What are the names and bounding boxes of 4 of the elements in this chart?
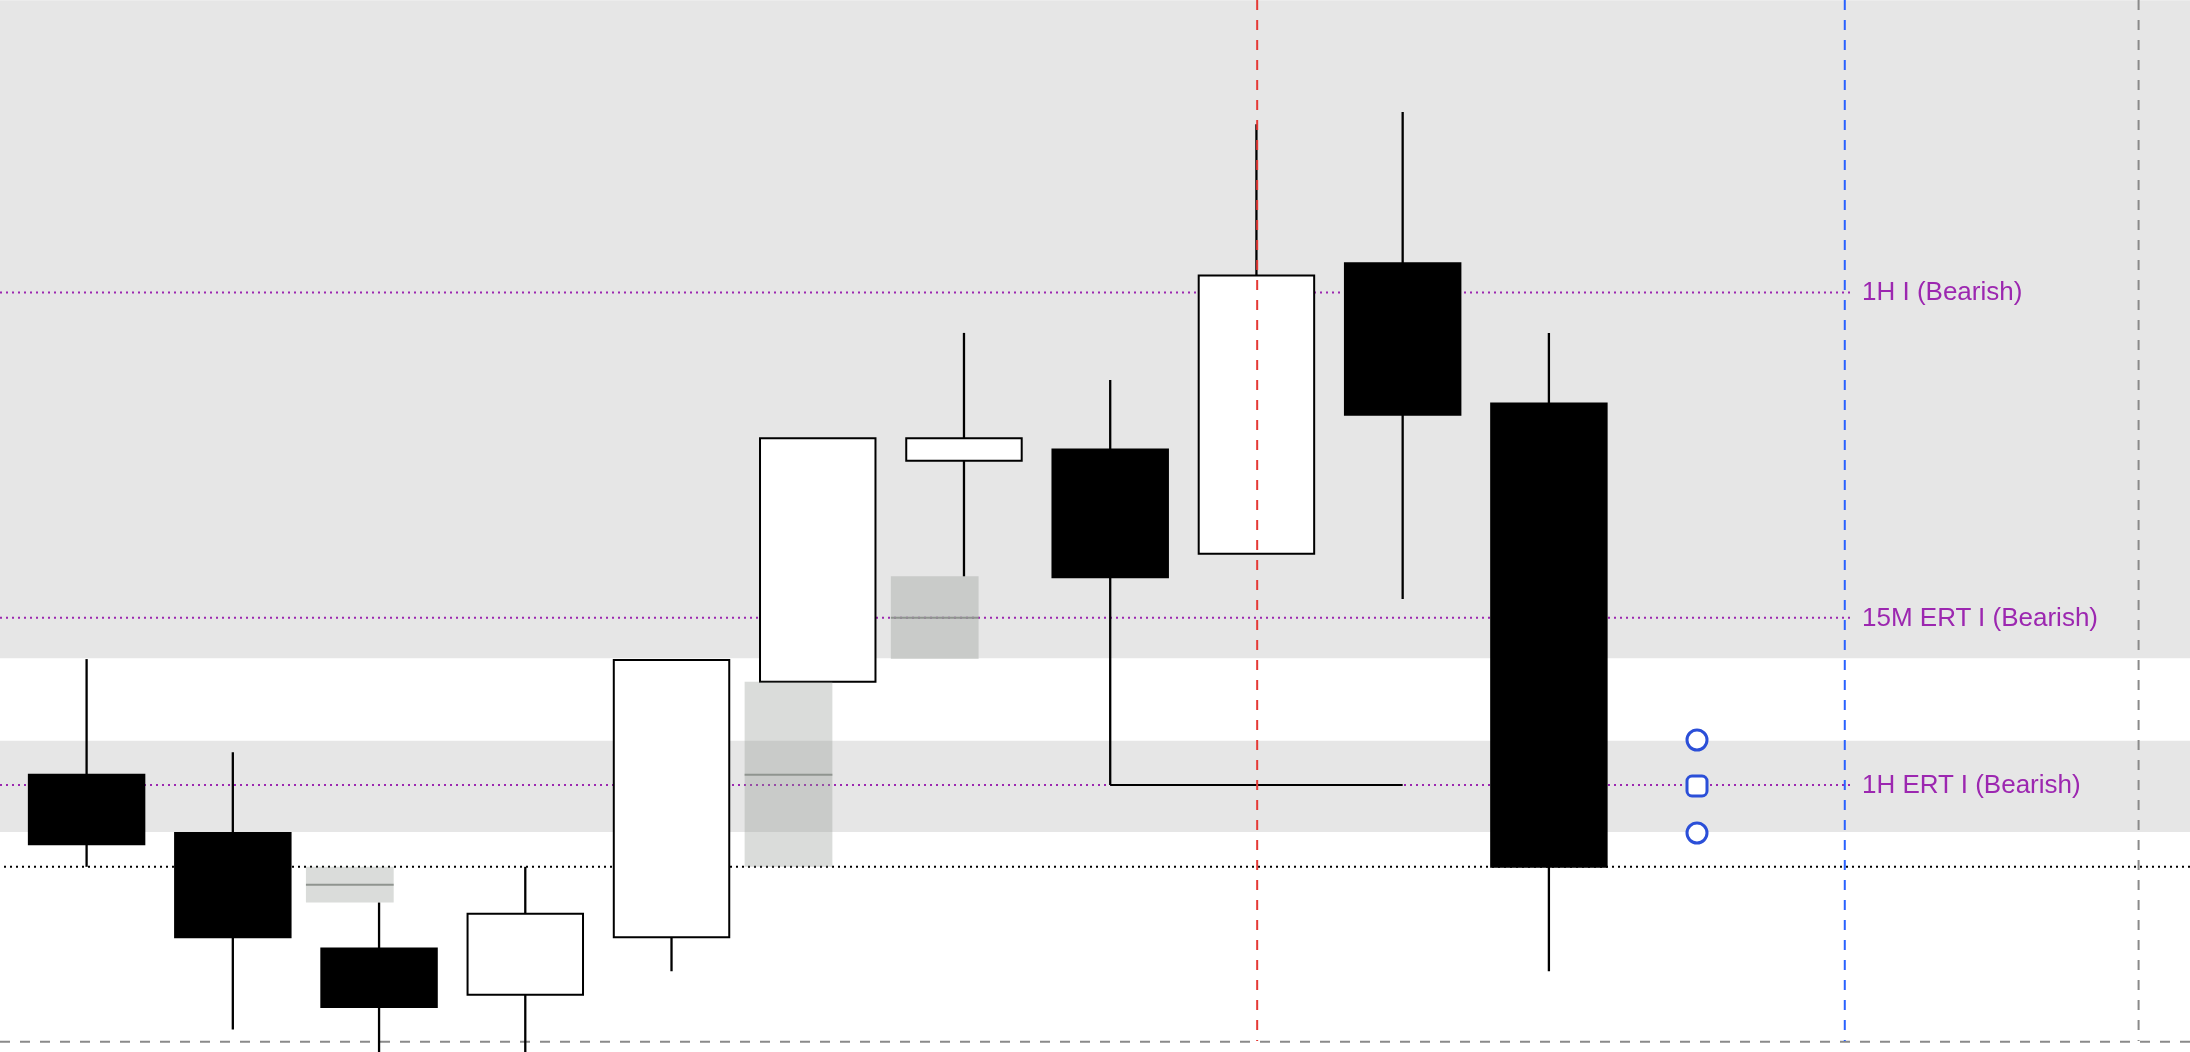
ref-line-label: 1H ERT I (Bearish) (1862, 769, 2081, 800)
ref-line-label: 15M ERT I (Bearish) (1862, 601, 2099, 632)
ref-line-label: 1H I (Bearish) (1862, 276, 2023, 307)
candlestick (905, 331, 1023, 578)
